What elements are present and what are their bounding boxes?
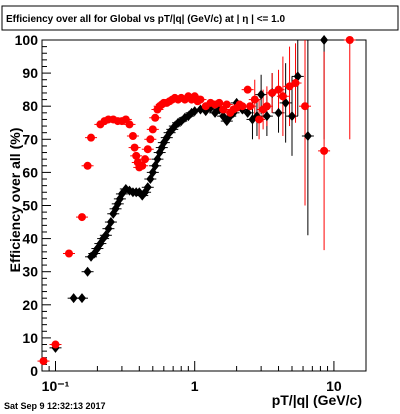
data-point-black — [293, 71, 302, 82]
data-point-red — [250, 95, 259, 104]
data-point-black — [77, 293, 86, 304]
data-point-red — [51, 340, 60, 349]
y-axis-title: Efficiency over all (%) — [7, 128, 23, 273]
data-point-red — [128, 131, 137, 140]
y-tick-label: 70 — [22, 131, 38, 147]
y-tick-label: 80 — [22, 98, 38, 114]
data-point-red — [222, 100, 231, 109]
data-point-red — [278, 92, 287, 101]
y-tick-label: 10 — [22, 330, 38, 346]
data-point-red — [87, 133, 96, 142]
data-point-red — [132, 151, 141, 160]
data-point-black — [262, 111, 271, 122]
data-point-red — [77, 213, 86, 222]
y-axis: 0 10 20 30 40 50 60 70 80 90 100 — [15, 32, 51, 379]
data-point-red — [146, 135, 155, 144]
data-point-black — [257, 89, 266, 100]
data-point-red — [246, 102, 255, 111]
data-point-red — [301, 102, 310, 111]
data-point-black — [121, 183, 130, 194]
x-axis: 10⁻¹ 1 10 — [41, 361, 342, 394]
data-point-black — [190, 106, 199, 117]
data-point-red — [285, 82, 294, 91]
y-tick-label: 60 — [22, 164, 38, 180]
data-point-black — [274, 107, 283, 118]
x-tick-label: 10 — [326, 378, 342, 394]
data-point-red — [125, 120, 134, 129]
data-point-red — [262, 102, 271, 111]
data-point-red — [143, 145, 152, 154]
x-tick-label: 1 — [191, 378, 199, 394]
data-point-red — [345, 36, 354, 44]
data-point-red — [274, 85, 283, 94]
data-point-red — [196, 95, 205, 104]
data-point-red — [130, 143, 139, 152]
data-point-black — [303, 130, 312, 141]
data-point-red — [141, 155, 150, 164]
data-point-red — [64, 249, 73, 258]
data-point-red — [83, 161, 92, 170]
y-tick-label: 0 — [30, 363, 38, 379]
data-point-red — [148, 125, 157, 134]
data-point-red — [215, 98, 224, 107]
plot-frame — [41, 39, 367, 372]
data-point-black — [83, 266, 92, 277]
y-tick-label: 100 — [15, 32, 39, 48]
data-point-red — [255, 115, 264, 124]
timestamp: Sat Sep 9 12:32:13 2017 — [4, 401, 106, 411]
y-tick-label: 30 — [22, 264, 38, 280]
x-axis-title: pT/|q| (GeV/c) — [272, 392, 362, 408]
data-point-red — [39, 357, 48, 366]
data-point-black — [320, 35, 329, 45]
y-tick-label: 90 — [22, 65, 38, 81]
data-point-black — [69, 293, 78, 304]
data-point-black — [165, 127, 174, 138]
y-tick-label: 40 — [22, 231, 38, 247]
data-point-black — [281, 97, 290, 108]
data-point-red — [138, 161, 147, 170]
data-point-red — [291, 79, 300, 88]
data-point-black — [106, 217, 115, 228]
error-bars — [37, 39, 356, 362]
y-tick-label: 50 — [22, 198, 38, 214]
data-point-red — [151, 113, 160, 122]
chart-title: Efficiency over all for Global vs pT/|q|… — [6, 14, 285, 25]
y-tick-label: 20 — [22, 297, 38, 313]
data-point-black — [243, 107, 252, 118]
data-points — [39, 35, 354, 366]
data-point-red — [268, 88, 277, 97]
x-tick-label: 10⁻¹ — [42, 378, 70, 394]
data-point-red — [243, 85, 252, 94]
data-point-red — [320, 146, 329, 155]
data-point-black — [143, 182, 152, 193]
data-point-black — [288, 111, 297, 122]
data-point-red — [238, 102, 247, 111]
chart-title-box: Efficiency over all for Global vs pT/|q|… — [1, 5, 399, 31]
